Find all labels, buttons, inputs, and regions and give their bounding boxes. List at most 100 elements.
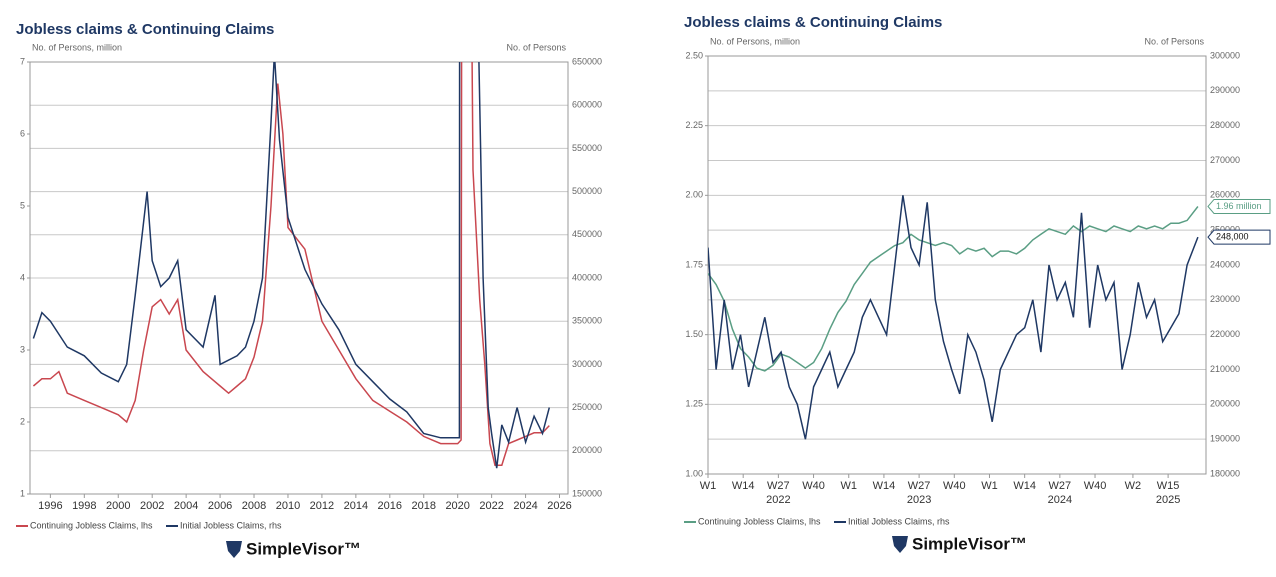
series-line [708, 195, 1199, 440]
y2-tick-label: 270000 [1210, 155, 1240, 165]
callout-box [1207, 229, 1271, 245]
legend-label: Initial Jobless Claims, rhs [848, 516, 950, 526]
x-tick-label: 2020 [445, 500, 469, 512]
logo-icon [892, 536, 908, 553]
y2-axis-label: No. of Persons [1144, 36, 1204, 46]
x-tick-label: 2012 [310, 500, 334, 512]
y2-tick-label: 550000 [572, 143, 602, 153]
logo: SimpleVisor™ [912, 534, 1027, 553]
y-axis-label: No. of Persons, million [32, 42, 122, 52]
x-tick-label: 2004 [174, 500, 198, 512]
callout-box [1207, 198, 1271, 214]
y-tick-label: 7 [20, 56, 25, 66]
legend-label: Continuing Jobless Claims, lhs [30, 520, 153, 530]
x-tick-label: 1998 [72, 500, 96, 512]
y-tick-label: 1.00 [685, 468, 703, 478]
y2-tick-label: 180000 [1210, 468, 1240, 478]
x-tick-label: 2008 [242, 500, 266, 512]
y2-tick-label: 200000 [572, 445, 602, 455]
y-tick-label: 6 [20, 128, 25, 138]
x-tick-label: W27 [767, 480, 790, 492]
series-line [708, 206, 1199, 372]
x-tick-label: W27 [1049, 480, 1072, 492]
y-tick-label: 1 [20, 488, 25, 498]
y2-tick-label: 280000 [1210, 120, 1240, 130]
x-tick-label: W14 [873, 480, 896, 492]
x-tick-label: W40 [943, 480, 966, 492]
x-tick-label: W1 [981, 480, 998, 492]
y2-tick-label: 300000 [1210, 50, 1240, 60]
chart-title: Jobless claims & Continuing Claims [684, 14, 942, 31]
series-line [32, 62, 551, 469]
x-tick-label: 2026 [547, 500, 571, 512]
legend-label: Initial Jobless Claims, rhs [180, 520, 282, 530]
y2-tick-label: 200000 [1210, 399, 1240, 409]
logo: SimpleVisor™ [246, 539, 361, 558]
y-axis-label: No. of Persons, million [710, 36, 800, 46]
y-tick-label: 1.75 [685, 259, 703, 269]
y-tick-label: 2.50 [685, 50, 703, 60]
series-group [708, 195, 1199, 440]
series-group [32, 62, 551, 469]
y2-tick-label: 250000 [572, 402, 602, 412]
y2-tick-label: 210000 [1210, 364, 1240, 374]
y2-tick-label: 150000 [572, 488, 602, 498]
x-year-label: 2023 [907, 494, 931, 506]
x-tick-label: W15 [1157, 480, 1180, 492]
series-line [32, 62, 550, 466]
y2-tick-label: 400000 [572, 272, 602, 282]
x-tick-label: W40 [1084, 480, 1107, 492]
x-tick-label: 2016 [378, 500, 402, 512]
chart-title: Jobless claims & Continuing Claims [16, 21, 274, 38]
y2-tick-label: 350000 [572, 316, 602, 326]
x-tick-label: W2 [1125, 480, 1142, 492]
y2-tick-label: 260000 [1210, 190, 1240, 200]
plot-frame [29, 61, 569, 495]
x-tick-label: W1 [700, 480, 717, 492]
y2-tick-label: 300000 [572, 359, 602, 369]
y-tick-label: 2.25 [685, 120, 703, 130]
logo-icon [226, 541, 242, 558]
y2-tick-label: 220000 [1210, 329, 1240, 339]
last-value-label: 248,000 [1216, 232, 1249, 242]
y-tick-label: 1.50 [685, 329, 703, 339]
x-year-label: 2022 [766, 494, 790, 506]
x-tick-label: 2024 [513, 500, 537, 512]
y-tick-label: 3 [20, 344, 25, 354]
y2-tick-label: 290000 [1210, 85, 1240, 95]
y2-axis-label: No. of Persons [506, 42, 566, 52]
y2-tick-label: 450000 [572, 229, 602, 239]
x-tick-label: 2010 [276, 500, 300, 512]
last-value-label: 1.96 million [1216, 201, 1262, 211]
x-year-label: 2024 [1048, 494, 1072, 506]
y2-tick-label: 600000 [572, 100, 602, 110]
y-tick-label: 4 [20, 272, 25, 282]
y2-tick-label: 650000 [572, 56, 602, 66]
y-tick-label: 2 [20, 416, 25, 426]
y2-tick-label: 230000 [1210, 294, 1240, 304]
y-tick-label: 2.00 [685, 190, 703, 200]
x-tick-label: 2000 [106, 500, 130, 512]
x-tick-label: 2014 [344, 500, 368, 512]
y2-tick-label: 250000 [1210, 225, 1240, 235]
x-tick-label: W14 [732, 480, 755, 492]
plot-frame [707, 55, 1207, 475]
x-tick-label: 2006 [208, 500, 232, 512]
x-tick-label: W1 [840, 480, 857, 492]
x-tick-label: W40 [802, 480, 825, 492]
y-tick-label: 5 [20, 200, 25, 210]
x-tick-label: W14 [1013, 480, 1036, 492]
x-tick-label: 2018 [411, 500, 435, 512]
y2-tick-label: 190000 [1210, 434, 1240, 444]
x-year-label: 2025 [1156, 494, 1180, 506]
x-tick-label: 1996 [38, 500, 62, 512]
x-tick-label: W27 [908, 480, 931, 492]
y2-tick-label: 500000 [572, 186, 602, 196]
x-tick-label: 2002 [140, 500, 164, 512]
y-tick-label: 1.25 [685, 399, 703, 409]
legend-label: Continuing Jobless Claims, lhs [698, 516, 821, 526]
x-tick-label: 2022 [479, 500, 503, 512]
y2-tick-label: 240000 [1210, 259, 1240, 269]
